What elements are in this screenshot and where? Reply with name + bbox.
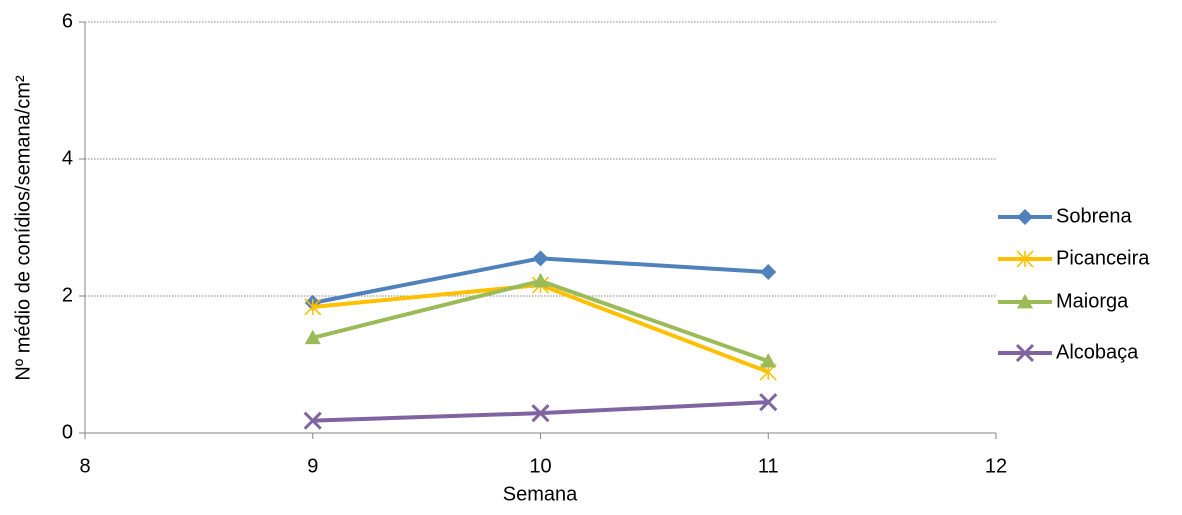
data-point bbox=[531, 404, 550, 423]
legend-label: Maiorga bbox=[1056, 290, 1129, 312]
x-tick-label: 12 bbox=[985, 455, 1007, 477]
data-point bbox=[760, 264, 777, 281]
legend-label: Picanceira bbox=[1056, 247, 1150, 269]
data-point bbox=[304, 298, 322, 316]
data-point bbox=[532, 272, 549, 288]
legend-marker bbox=[1015, 343, 1035, 363]
y-tick-label: 0 bbox=[62, 421, 73, 443]
legend-marker bbox=[1016, 250, 1034, 268]
x-tick-label: 10 bbox=[529, 455, 551, 477]
x-axis-label: Semana bbox=[503, 483, 578, 505]
legend-marker bbox=[1017, 209, 1033, 225]
y-tick-label: 4 bbox=[62, 147, 73, 169]
legend-label: Sobrena bbox=[1056, 205, 1132, 227]
legend-marker bbox=[1017, 294, 1033, 309]
y-tick-label: 6 bbox=[62, 10, 73, 32]
y-axis-label: Nº médio de conídios/semana/cm² bbox=[12, 75, 34, 381]
legend-label: Alcobaça bbox=[1056, 341, 1139, 363]
series-line bbox=[312, 283, 769, 374]
x-tick-label: 9 bbox=[307, 455, 318, 477]
data-point bbox=[303, 411, 322, 430]
x-tick-label: 8 bbox=[79, 455, 90, 477]
x-tick-label: 11 bbox=[758, 455, 779, 477]
data-point bbox=[759, 393, 778, 412]
data-point bbox=[760, 353, 777, 368]
data-point bbox=[532, 250, 549, 267]
y-tick-label: 2 bbox=[62, 284, 73, 306]
data-point bbox=[304, 329, 321, 345]
